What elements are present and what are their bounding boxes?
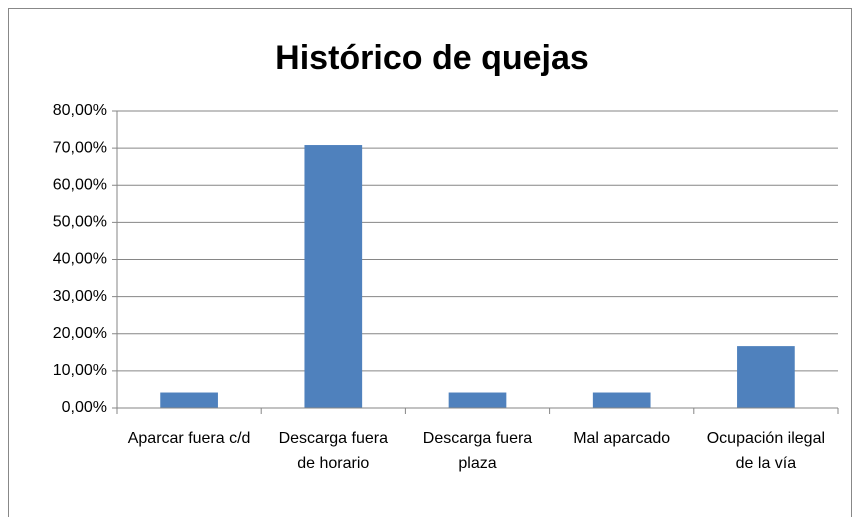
x-tick-label: Ocupación ilegal de la vía — [706, 430, 826, 472]
y-tick-label: 80,00% — [53, 102, 107, 119]
bar — [448, 392, 507, 408]
y-tick-label: 70,00% — [53, 139, 107, 156]
y-tick-label: 30,00% — [53, 288, 107, 305]
y-tick-label: 10,00% — [53, 362, 107, 379]
x-tick-label: Descarga fuera de horario — [278, 430, 388, 472]
bar — [737, 346, 795, 408]
y-tick-label: 50,00% — [53, 214, 107, 231]
bar — [304, 145, 363, 408]
bar — [592, 392, 651, 408]
y-tick-label: 40,00% — [53, 251, 107, 268]
y-tick-label: 60,00% — [53, 176, 107, 193]
y-tick-label: 0,00% — [62, 399, 107, 416]
x-tick-label: Descarga fuera plaza — [422, 430, 533, 472]
chart-title: Histórico de quejas — [275, 39, 589, 77]
chart-frame — [8, 8, 852, 517]
x-tick-label: Mal aparcado — [573, 430, 671, 447]
y-tick-label: 20,00% — [53, 325, 107, 342]
x-tick-label: Aparcar fuera c/d — [127, 430, 251, 447]
bar — [160, 392, 218, 408]
